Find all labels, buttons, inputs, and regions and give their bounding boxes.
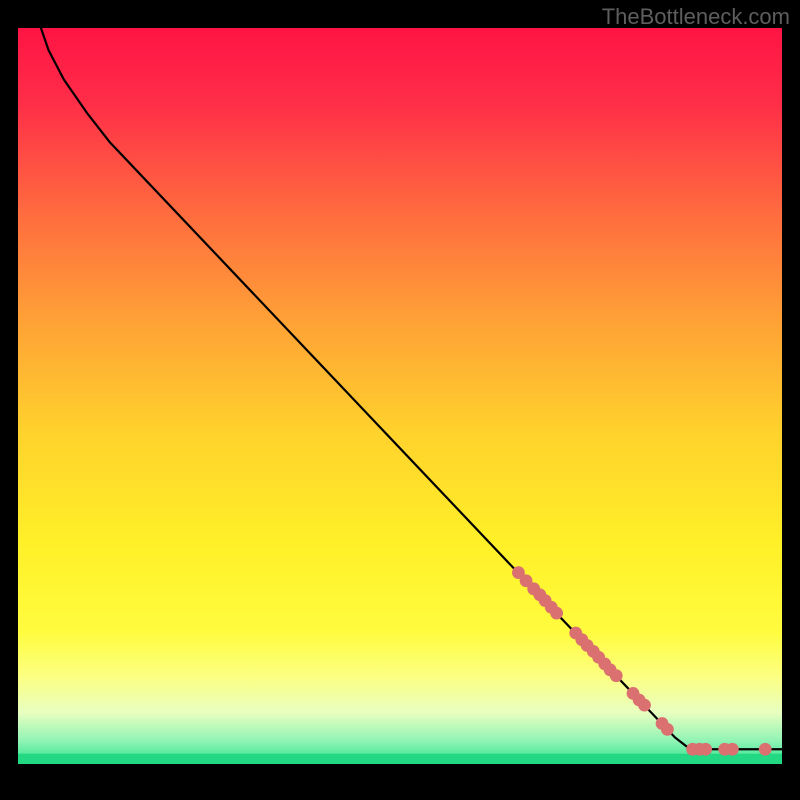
plot-area [18,28,782,764]
scatter-point [610,669,623,682]
scatter-point [699,743,712,756]
scatter-point [726,743,739,756]
green-band [18,754,782,764]
gradient-background [18,28,782,764]
scatter-point [550,607,563,620]
watermark-text: TheBottleneck.com [602,4,790,30]
chart-svg [18,28,782,764]
scatter-point [661,723,674,736]
scatter-point [638,699,651,712]
scatter-point [759,743,772,756]
chart-container: TheBottleneck.com [0,0,800,800]
